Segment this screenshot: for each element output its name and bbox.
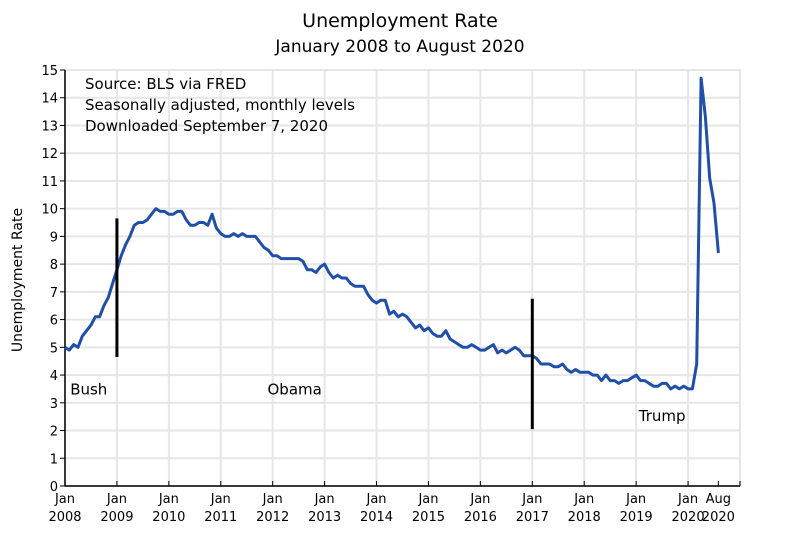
chart-subtitle: January 2008 to August 2020 <box>274 37 524 57</box>
chart-title: Unemployment Rate <box>302 10 498 32</box>
y-tick-label: 12 <box>41 147 58 162</box>
y-tick-label: 4 <box>50 369 58 384</box>
y-axis-label: Unemployment Rate <box>10 208 26 352</box>
president-label: Trump <box>638 407 686 425</box>
y-tick-label: 3 <box>50 397 58 412</box>
x-tick-label-month: Jan <box>262 492 283 507</box>
y-tick-label: 13 <box>41 119 58 134</box>
y-tick-label: 6 <box>50 314 58 329</box>
source-note: Seasonally adjusted, monthly levels <box>85 96 355 114</box>
y-tick-label: 15 <box>41 64 58 79</box>
x-tick-label-year: 2013 <box>308 510 341 525</box>
x-tick-label-year: 2017 <box>516 510 549 525</box>
x-tick-label-year: 2020 <box>672 510 705 525</box>
y-tick-label: 14 <box>41 92 58 107</box>
y-tick-label: 0 <box>50 480 58 495</box>
x-tick-label-year: 2018 <box>568 510 601 525</box>
x-tick-label-month: Jan <box>54 492 75 507</box>
x-tick-label-year: 2020 <box>702 510 735 525</box>
x-tick-label-month: Jan <box>314 492 335 507</box>
x-tick-label-month: Jan <box>521 492 542 507</box>
marks <box>64 76 720 430</box>
x-tick-label-year: 2009 <box>100 510 133 525</box>
source-note: Source: BLS via FRED <box>85 75 246 93</box>
x-tick-label-year: 2012 <box>256 510 289 525</box>
x-tick-label-month: Jan <box>417 492 438 507</box>
y-tick-label: 1 <box>50 452 58 467</box>
y-tick-label: 9 <box>50 230 58 245</box>
axes: 0123456789101112131415Jan2008Jan2009Jan2… <box>41 64 741 525</box>
x-tick-label-year: 2014 <box>360 510 393 525</box>
source-note: Downloaded September 7, 2020 <box>85 117 328 135</box>
series-line-unemployment-rate <box>64 76 720 391</box>
x-tick-label-month: Jan <box>106 492 127 507</box>
x-tick-label-year: 2016 <box>464 510 497 525</box>
y-tick-label: 11 <box>41 175 58 190</box>
x-tick-label-year: 2015 <box>412 510 445 525</box>
president-label: Bush <box>70 380 107 398</box>
x-tick-label-month: Aug <box>706 492 731 507</box>
x-tick-label-year: 2008 <box>48 510 81 525</box>
grid <box>64 69 741 487</box>
x-tick-label-month: Jan <box>469 492 490 507</box>
y-tick-label: 2 <box>50 425 58 440</box>
y-tick-label: 8 <box>50 258 58 273</box>
president-label: Obama <box>268 380 322 398</box>
x-tick-label-year: 2011 <box>204 510 237 525</box>
y-tick-label: 10 <box>41 203 58 218</box>
annotations: Source: BLS via FRED Seasonally adjusted,… <box>70 75 685 425</box>
x-tick-label-year: 2010 <box>152 510 185 525</box>
x-tick-label-year: 2019 <box>620 510 653 525</box>
x-tick-label-month: Jan <box>677 492 698 507</box>
x-tick-label-month: Jan <box>158 492 179 507</box>
x-tick-label-month: Jan <box>573 492 594 507</box>
x-tick-label-month: Jan <box>366 492 387 507</box>
y-tick-label: 7 <box>50 286 58 301</box>
y-tick-label: 5 <box>50 341 58 356</box>
x-tick-label-month: Jan <box>210 492 231 507</box>
x-tick-label-month: Jan <box>625 492 646 507</box>
